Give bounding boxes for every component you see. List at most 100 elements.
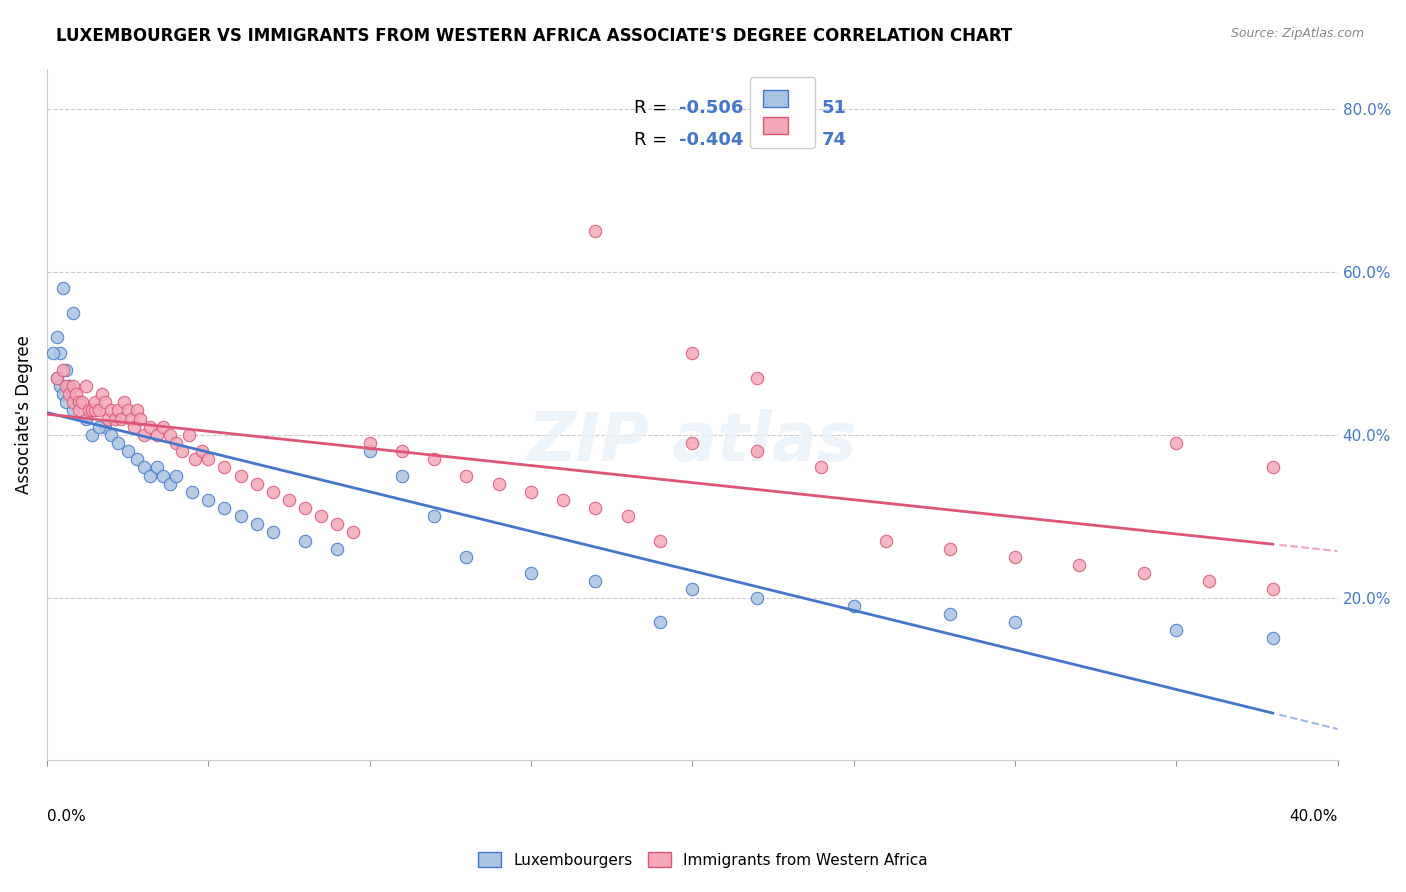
Point [80,403,103,417]
Point [58,387,80,401]
Legend: , : , [751,77,815,148]
Point [214,460,236,475]
Text: 74: 74 [821,130,846,149]
Point [184,452,207,467]
Point [127,452,149,467]
Point [197,492,219,507]
Point [42,346,65,360]
Point [553,492,575,507]
Point [456,468,478,483]
Point [359,436,381,450]
Point [488,476,510,491]
Point [681,346,703,360]
Point [52,281,75,295]
Point [100,427,122,442]
Point [67,395,90,409]
Point [326,517,349,532]
Point [132,460,155,475]
Point [75,379,97,393]
Point [939,607,962,621]
Point [55,362,77,376]
Point [246,476,269,491]
Point [62,395,84,409]
Point [585,224,607,238]
Point [52,387,75,401]
Point [262,525,284,540]
Point [117,403,139,417]
Point [75,411,97,425]
Point [939,541,962,556]
Point [177,427,200,442]
Point [745,444,768,458]
Point [80,427,103,442]
Point [214,501,236,516]
Point [681,436,703,450]
Point [1166,623,1188,637]
Point [84,403,107,417]
Point [585,501,607,516]
Point [875,533,897,548]
Point [104,411,127,425]
Point [127,403,149,417]
Point [159,476,181,491]
Point [326,541,349,556]
Point [181,484,204,499]
Text: N =: N = [763,100,814,118]
Point [197,452,219,467]
Point [159,427,181,442]
Point [132,427,155,442]
Point [145,427,167,442]
Point [49,379,72,393]
Point [112,395,135,409]
Point [94,395,117,409]
Point [52,362,75,376]
Text: -0.404: -0.404 [679,130,744,149]
Text: -0.506: -0.506 [679,100,744,118]
Point [107,403,129,417]
Point [1004,615,1026,629]
Point [87,419,110,434]
Point [1133,566,1156,581]
Point [229,468,252,483]
Point [277,492,299,507]
Point [294,533,316,548]
Point [191,444,214,458]
Point [117,444,139,458]
Point [1261,582,1284,597]
Point [62,306,84,320]
Point [172,444,194,458]
Point [1198,574,1220,589]
Point [84,403,107,417]
Point [391,468,413,483]
Point [129,411,152,425]
Point [152,468,174,483]
Point [229,509,252,524]
Point [45,371,67,385]
Point [107,436,129,450]
Point [139,468,162,483]
Point [67,395,90,409]
Point [87,403,110,417]
Point [84,395,107,409]
Point [139,419,162,434]
Point [58,379,80,393]
Point [62,379,84,393]
Point [145,460,167,475]
Point [45,330,67,344]
Point [55,395,77,409]
Point [65,387,87,401]
Point [1004,549,1026,564]
Point [165,436,187,450]
Text: ZIP atlas: ZIP atlas [527,409,858,475]
Point [97,411,120,425]
Point [391,444,413,458]
Text: Source: ZipAtlas.com: Source: ZipAtlas.com [1230,27,1364,40]
Point [648,615,671,629]
Point [681,582,703,597]
Point [120,411,142,425]
Point [520,484,543,499]
Point [616,509,638,524]
Point [294,501,316,516]
Point [1069,558,1091,572]
Point [165,468,187,483]
